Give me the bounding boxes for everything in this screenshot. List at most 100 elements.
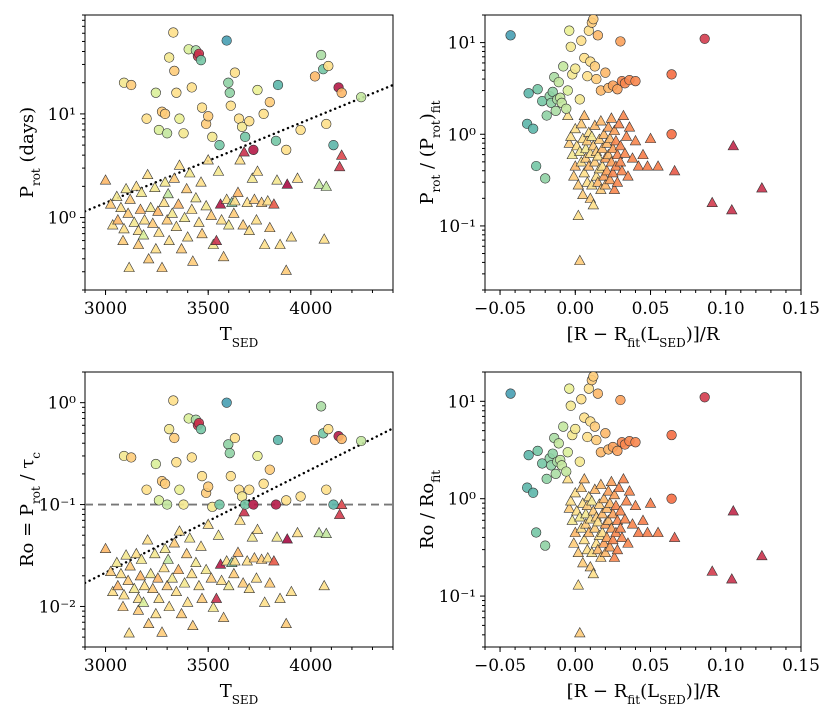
circle-point: [252, 84, 263, 96]
circle-point: [168, 27, 179, 38]
triangle-point: [602, 485, 615, 496]
triangle-point: [212, 529, 225, 540]
circle-point: [153, 495, 165, 506]
circle-point: [531, 527, 542, 538]
triangle-point: [608, 551, 621, 562]
triangle-point: [124, 193, 136, 204]
circle-point: [576, 35, 587, 46]
triangle-point: [186, 567, 198, 579]
triangle-point: [130, 180, 143, 191]
circle-point: [240, 131, 251, 142]
x-axis-label: [R − Rfit(LSED)]/R: [567, 681, 720, 707]
triangle-point: [616, 531, 628, 542]
circle-point: [600, 428, 611, 439]
circle-point: [356, 92, 367, 103]
circle-point: [295, 124, 306, 136]
triangle-point: [217, 250, 230, 262]
triangle-point: [229, 555, 241, 566]
triangle-point: [291, 526, 304, 538]
circle-point: [505, 388, 516, 399]
triangle-point: [617, 473, 630, 484]
y-tick-label: 10⁻¹: [439, 587, 476, 607]
circle-point: [592, 30, 603, 41]
circle-point: [576, 394, 587, 405]
triangle-point: [568, 170, 580, 181]
circle-point: [588, 15, 599, 25]
circle-point: [150, 458, 161, 470]
triangle-point: [727, 505, 739, 516]
triangle-point: [608, 124, 621, 135]
triangle-point: [215, 214, 228, 225]
triangle-point: [181, 596, 194, 607]
triangle-point: [190, 556, 202, 567]
circle-point: [207, 131, 218, 142]
triangle-point: [614, 522, 627, 533]
circle-point: [666, 429, 677, 441]
triangle-point: [262, 195, 274, 206]
triangle-point: [175, 242, 188, 254]
triangle-point: [264, 221, 276, 233]
circle-point: [562, 85, 573, 96]
circle-point: [528, 487, 539, 498]
triangle-point: [149, 181, 161, 192]
circle-point: [159, 478, 171, 489]
triangle-point: [598, 128, 610, 139]
circle-point: [565, 41, 576, 52]
triangle-point: [586, 130, 598, 141]
circle-point: [248, 144, 259, 155]
triangle-point: [608, 488, 621, 500]
triangle-point: [623, 485, 636, 496]
circle-point: [541, 473, 552, 484]
triangle-point: [187, 619, 199, 630]
circle-point: [186, 82, 197, 93]
panel-prot-vs-tsed: 3000 3500 4000 10⁰ 10¹ TSED Prot (days): [17, 14, 394, 350]
triangle-point: [611, 176, 624, 187]
triangle-point: [333, 508, 346, 519]
triangle-point: [281, 178, 293, 189]
triangle-point: [144, 201, 157, 212]
triangle-point: [128, 216, 140, 227]
circle-point: [309, 71, 321, 82]
triangle-point: [123, 627, 135, 638]
circle-point: [612, 84, 623, 95]
y-axis-label: Ro / Rofit: [417, 470, 443, 549]
triangle-point: [190, 192, 202, 203]
triangle-point: [250, 572, 263, 583]
triangle-point: [562, 473, 574, 484]
plot-area: [505, 15, 768, 265]
triangle-point: [122, 207, 134, 218]
circle-point: [223, 77, 234, 88]
triangle-point: [572, 546, 585, 557]
y-tick-label: 10¹: [448, 392, 476, 412]
triangle-point: [566, 148, 578, 160]
triangle-point: [572, 179, 585, 190]
triangle-point: [596, 160, 609, 171]
triangle-point: [614, 139, 627, 151]
y-tick-label: 10⁻¹: [39, 496, 76, 516]
triangle-point: [166, 572, 178, 583]
triangle-point: [142, 617, 155, 628]
circle-point: [323, 424, 334, 435]
triangle-point: [162, 187, 174, 199]
triangle-point: [134, 569, 147, 581]
circle-point: [336, 433, 347, 445]
triangle-point: [166, 207, 178, 218]
triangle-point: [598, 170, 610, 181]
circle-point: [561, 103, 572, 114]
triangle-point: [320, 527, 332, 538]
triangle-point: [756, 182, 768, 193]
triangle-point: [147, 582, 159, 593]
triangle-point: [202, 518, 214, 529]
triangle-point: [620, 495, 633, 506]
triangle-point: [251, 523, 264, 534]
x-tick-label: 0.15: [782, 299, 820, 319]
x-axis-label: TSED: [220, 324, 259, 350]
triangle-point: [144, 567, 157, 579]
circle-point: [558, 421, 569, 432]
circle-point: [523, 88, 534, 99]
circle-point: [589, 421, 600, 432]
circle-point: [272, 79, 284, 91]
triangle-point: [592, 176, 604, 187]
triangle-point: [607, 533, 619, 545]
circle-point: [195, 55, 207, 66]
